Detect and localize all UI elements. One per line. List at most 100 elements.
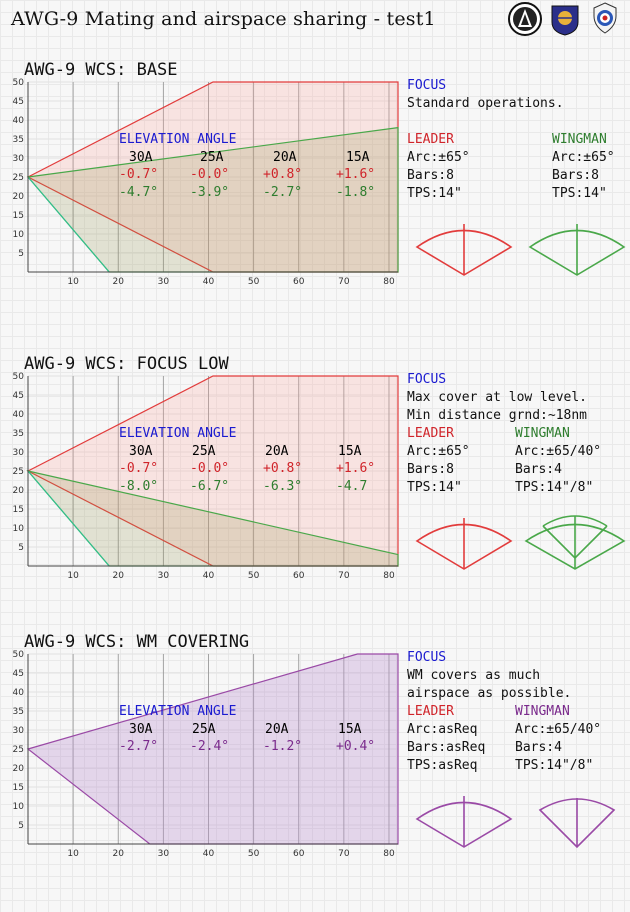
x-tick-label: 50 [248,849,260,859]
page-title: AWG-9 Mating and airspace sharing - test… [11,8,436,30]
leader-tps: TPS:asReq [407,758,478,773]
y-tick-label: 30 [13,726,25,736]
y-tick-label: 5 [18,249,24,259]
side-info: FOCUS Standard operations. LEADER Arc:±6… [407,60,630,340]
y-tick-label: 25 [13,173,24,183]
elevation-col-header: 15A [338,444,362,459]
y-tick-label: 10 [13,230,25,240]
x-tick-label: 70 [338,571,350,581]
wingman-elevation-value: -8.0° [119,479,159,494]
y-tick-label: 45 [13,669,24,679]
y-tick-label: 25 [13,745,24,755]
wing-badge-icon [551,5,579,36]
wingman-arc: Arc:±65° [552,150,615,165]
focus-text: Standard operations. [407,96,564,111]
leader-arc: Arc:asReq [407,722,478,737]
panel-title: AWG-9 WCS: WM COVERING [24,632,250,652]
side-info: FOCUS Max cover at low level. Min distan… [407,354,630,634]
leader-arc: Arc:±65° [407,150,470,165]
y-tick-label: 40 [13,116,25,126]
y-tick-label: 5 [18,821,24,831]
leader-elevation-value: -0.0° [190,167,230,182]
y-tick-label: 20 [13,764,25,774]
series-area-leader [26,375,399,567]
wingman-arc: Arc:±65/40° [515,444,602,459]
airspace-chart: 50 45 40 35 30 25 20 15 10 5 10 20 30 40 50 60 70 80 [13,650,399,859]
elevation-col-header: 15A [338,722,362,737]
side-info: FOCUS WM covers as much airspace as poss… [407,632,630,912]
airspace-chart: 50 45 40 35 30 25 20 15 10 5 10 20 30 40 50 60 70 80 [13,372,399,581]
wingman-label: WINGMAN [552,132,607,147]
elevation-col-header: 20A [265,722,289,737]
focus-text: Max cover at low level. [407,390,588,405]
elevation-angle-title: ELEVATION ANGLE [119,426,237,441]
leader-elevation-value: +1.6° [336,167,376,182]
series-area-wingman [26,653,399,845]
leader-bars: Bars:8 [407,462,454,477]
elevation-col-header: 25A [192,722,216,737]
airspace-chart: 50 45 40 35 30 25 20 15 10 5 10 20 30 40 50 60 70 80 [13,78,399,287]
x-tick-label: 20 [113,277,125,287]
y-tick-label: 35 [13,135,24,145]
x-tick-label: 40 [203,571,215,581]
x-tick-label: 20 [113,571,125,581]
leader-elevation-value: -0.0° [190,461,230,476]
wingman-elevation-value: -2.7° [263,185,303,200]
y-tick-label: 10 [13,524,25,534]
y-tick-label: 10 [13,802,25,812]
y-tick-label: 45 [13,97,24,107]
leader-label: LEADER [407,132,454,147]
y-tick-label: 50 [13,78,25,88]
wingman-label: WINGMAN [515,704,570,719]
y-tick-label: 30 [13,154,25,164]
wingman-label: WINGMAN [515,426,570,441]
y-tick-label: 15 [13,211,24,221]
squadron-patch-icon [508,2,542,36]
leader-bars: Bars:asReq [407,740,486,755]
x-tick-label: 80 [383,277,395,287]
x-tick-label: 80 [383,849,395,859]
focus-label: FOCUS [407,650,447,665]
elevation-col-header: 20A [265,444,289,459]
wingman-bars: Bars:8 [552,168,599,183]
focus-text: airspace as possible. [407,686,572,701]
y-tick-label: 40 [13,688,25,698]
wingman-elevation-value: +0.4° [336,739,376,754]
wingman-elevation-value: -2.7° [119,739,159,754]
x-tick-label: 30 [158,849,170,859]
wingman-elevation-value: -1.8° [336,185,376,200]
elevation-col-header: 25A [192,444,216,459]
leader-label: LEADER [407,426,454,441]
wingman-bars: Bars:4 [515,740,562,755]
y-tick-label: 45 [13,391,24,401]
y-tick-label: 25 [13,467,24,477]
y-tick-label: 35 [13,707,24,717]
leader-elevation-value: +0.8° [263,167,303,182]
leader-arc: Arc:±65° [407,444,470,459]
lower-limit-line [27,176,110,273]
elevation-angle-title: ELEVATION ANGLE [119,132,237,147]
leader-label: LEADER [407,704,454,719]
wingman-tps: TPS:14"/8" [515,758,594,773]
elevation-col-header: 30A [129,444,153,459]
elevation-col-header: 25A [200,150,224,165]
wingman-elevation-value: -6.3° [263,479,303,494]
x-tick-label: 20 [113,849,125,859]
x-tick-label: 30 [158,571,170,581]
leader-elevation-value: -0.7° [119,167,159,182]
y-tick-label: 40 [13,410,25,420]
x-tick-label: 70 [338,849,350,859]
wingman-elevation-value: -4.7 [336,479,368,494]
leader-elevation-value: +0.8° [263,461,303,476]
leader-tps: TPS:14" [407,480,462,495]
elevation-col-header: 20A [273,150,297,165]
wingman-radar-arc-icon [528,224,626,276]
x-tick-label: 50 [248,571,260,581]
x-tick-label: 10 [67,571,79,581]
wingman-elevation-value: -4.7° [119,185,159,200]
leader-radar-arc-icon [415,224,513,276]
panel-base: AWG-9 WCS: BASE 50 45 40 35 30 25 20 15 10 5 10 20 3… [0,60,630,340]
logo-group [508,2,622,36]
x-tick-label: 60 [293,277,305,287]
wingman-tps: TPS:14"/8" [515,480,594,495]
